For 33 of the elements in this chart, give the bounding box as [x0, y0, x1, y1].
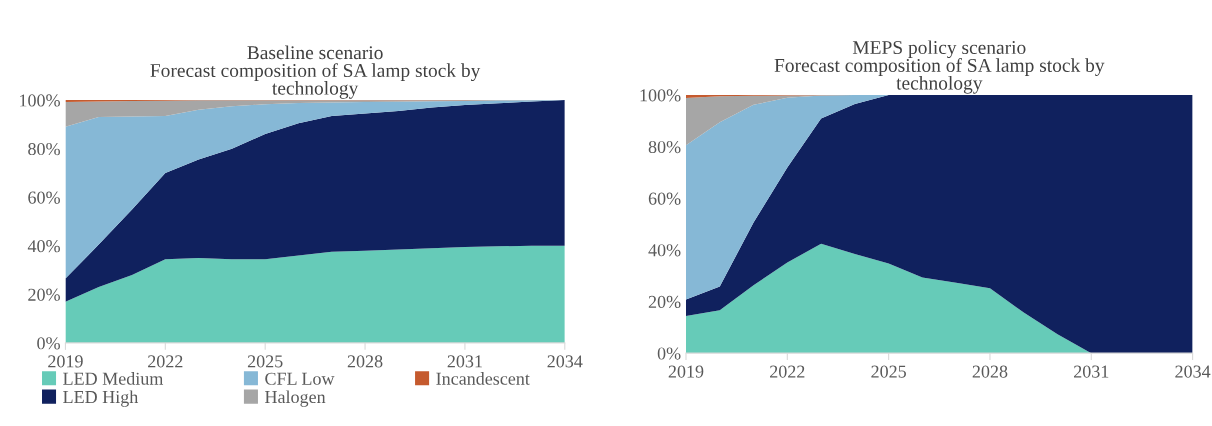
- chart-title: Baseline scenario: [247, 45, 383, 60]
- chart-subtitle: Forecast composition of SA lamp stock by technology: [774, 58, 1105, 94]
- y-tick-label: 0%: [657, 347, 681, 360]
- x-tick-label: 2019: [668, 365, 704, 378]
- x-tick-label: 2019: [48, 355, 83, 368]
- x-tick-label: 2034: [547, 355, 583, 368]
- x-tick-label: 2022: [770, 365, 805, 378]
- y-tick-label: 60%: [28, 191, 60, 204]
- legend-label: CFL Low: [265, 372, 335, 385]
- x-tick-label: 2031: [447, 355, 482, 368]
- legend-label: LED High: [63, 390, 139, 407]
- y-tick-label: 40%: [27, 240, 60, 253]
- legend-label: Halogen: [265, 390, 326, 407]
- y-tick-label: 60%: [648, 192, 681, 205]
- chart-title: MEPS policy scenario: [852, 40, 1026, 59]
- y-tick-label: 20%: [648, 295, 681, 309]
- legend-label: LED Medium: [63, 372, 164, 385]
- chart-subtitle: Forecast composition of SA lamp stock by technology: [150, 63, 481, 99]
- x-tick-label: 2028: [347, 355, 383, 368]
- x-tick-label: 2025: [871, 365, 906, 378]
- y-tick-label: 80%: [648, 140, 681, 154]
- x-tick-label: 2028: [972, 365, 1008, 378]
- y-tick-label: 80%: [28, 142, 60, 156]
- y-tick-label: 100%: [20, 94, 60, 107]
- x-tick-label: 2031: [1074, 365, 1109, 378]
- legend-label: Incandescent: [436, 372, 530, 385]
- y-tick-label: 100%: [640, 89, 681, 102]
- y-tick-label: 0%: [37, 337, 60, 350]
- x-tick-label: 2025: [247, 355, 283, 368]
- y-tick-label: 20%: [28, 288, 60, 301]
- x-tick-label: 2022: [148, 355, 183, 368]
- y-tick-label: 40%: [648, 244, 681, 257]
- x-tick-label: 2034: [1175, 365, 1211, 378]
